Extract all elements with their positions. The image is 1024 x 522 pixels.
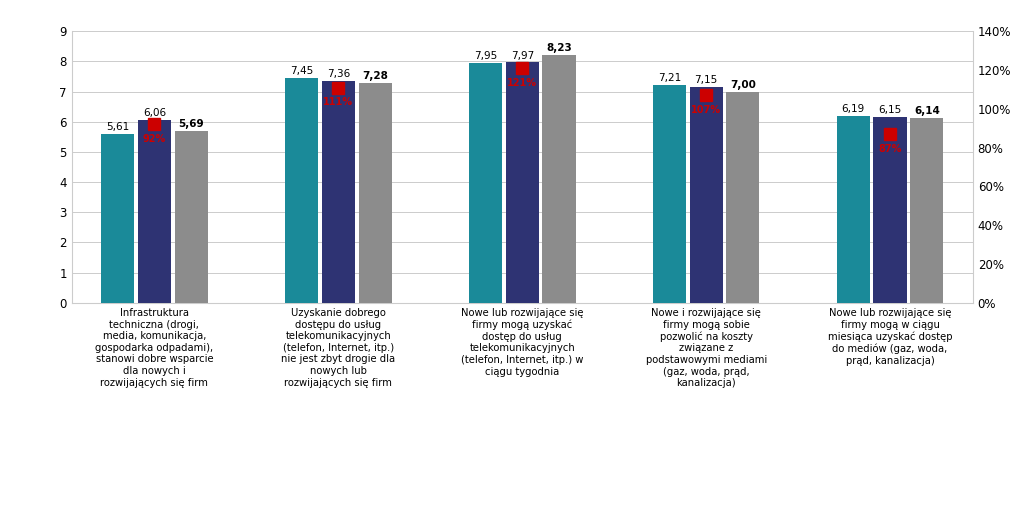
- Text: 7,45: 7,45: [290, 66, 313, 76]
- Bar: [175, 131, 208, 303]
- Bar: [506, 63, 539, 303]
- Text: 121%: 121%: [507, 78, 538, 88]
- Text: 87%: 87%: [879, 144, 902, 154]
- Text: 7,95: 7,95: [474, 51, 497, 61]
- Bar: [653, 85, 686, 303]
- Bar: [873, 117, 906, 303]
- Bar: [358, 83, 391, 303]
- Bar: [689, 87, 723, 303]
- Text: 7,36: 7,36: [327, 69, 350, 79]
- Text: 6,15: 6,15: [879, 105, 902, 115]
- Text: Nowe i rozwijające się
firmy mogą sobie
pozwolić na koszty
związane z
podstawowy: Nowe i rozwijające się firmy mogą sobie …: [645, 308, 767, 388]
- Bar: [469, 63, 502, 303]
- Text: 92%: 92%: [142, 134, 166, 144]
- Text: 6,06: 6,06: [143, 108, 166, 118]
- Bar: [101, 134, 134, 303]
- Text: Nowe lub rozwijające się
firmy mogą w ciągu
miesiąca uzyskać dostęp
do mediów (g: Nowe lub rozwijające się firmy mogą w ci…: [827, 308, 952, 365]
- Text: 5,61: 5,61: [106, 122, 129, 132]
- Text: Uzyskanie dobrego
dostępu do usług
telekomunikacyjnych
(telefon, Internet, itp.): Uzyskanie dobrego dostępu do usług telek…: [282, 308, 395, 387]
- Text: Nowe lub rozwijające się
firmy mogą uzyskać
dostęp do usług
telekomunikacyjnych
: Nowe lub rozwijające się firmy mogą uzys…: [461, 308, 584, 376]
- Text: 107%: 107%: [691, 105, 721, 115]
- Text: 7,21: 7,21: [657, 74, 681, 84]
- Text: 6,19: 6,19: [842, 104, 865, 114]
- Text: 7,97: 7,97: [511, 51, 534, 61]
- Bar: [138, 120, 171, 303]
- Text: 7,15: 7,15: [694, 75, 718, 85]
- Bar: [322, 81, 355, 303]
- Bar: [910, 117, 943, 303]
- Text: 7,28: 7,28: [362, 72, 388, 81]
- Text: 8,23: 8,23: [546, 43, 571, 53]
- Bar: [543, 54, 575, 303]
- Bar: [285, 78, 318, 303]
- Text: 5,69: 5,69: [178, 120, 204, 129]
- Bar: [837, 116, 869, 303]
- Text: 6,14: 6,14: [913, 106, 940, 116]
- Text: 7,00: 7,00: [730, 80, 756, 90]
- Text: 111%: 111%: [324, 97, 353, 107]
- Bar: [726, 92, 760, 303]
- Text: Infrastruktura
techniczna (drogi,
media, komunikacja,
gospodarka odpadami),
stan: Infrastruktura techniczna (drogi, media,…: [95, 308, 213, 387]
